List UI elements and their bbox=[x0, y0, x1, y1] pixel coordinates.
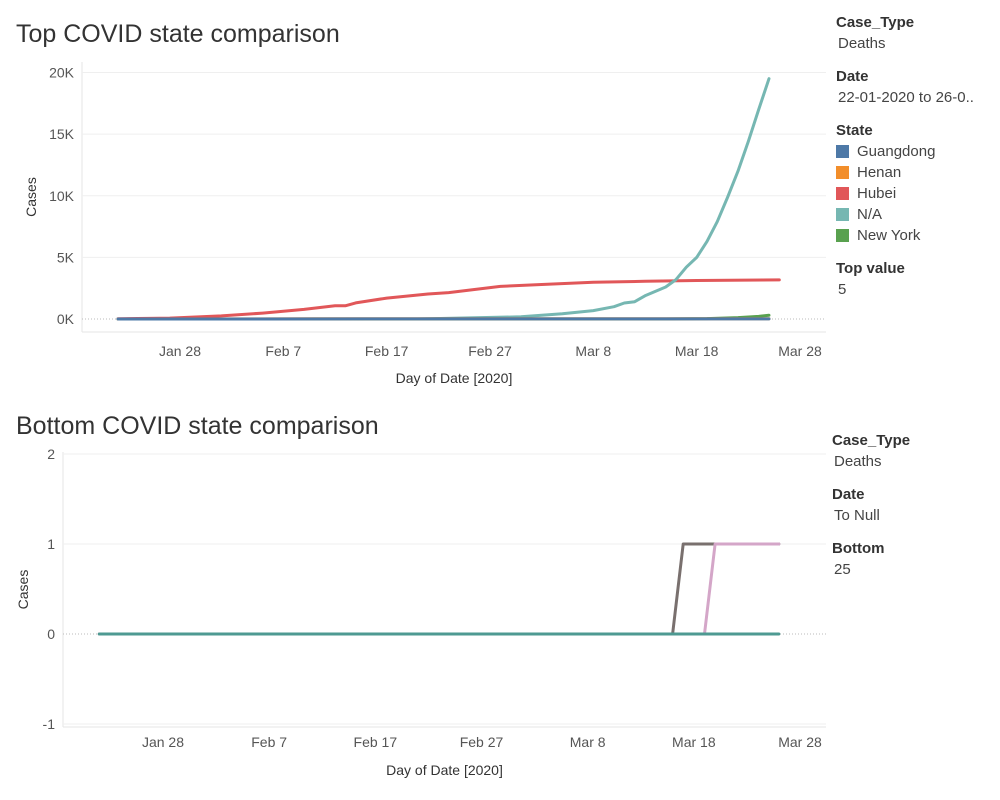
y-tick-label: 0K bbox=[57, 311, 75, 327]
y-tick-label: 15K bbox=[49, 126, 75, 142]
legend-swatch bbox=[836, 187, 849, 200]
y-tick-label: 5K bbox=[57, 249, 75, 265]
legend-item-hubei[interactable]: Hubei bbox=[836, 183, 996, 204]
legend-swatch bbox=[836, 145, 849, 158]
parameter-value: 25 bbox=[834, 561, 851, 578]
top-chart-panel: Top COVID state comparison 0K 5K 10K 15K 20K… bbox=[0, 0, 996, 400]
top-value-parameter[interactable]: Top value 5 bbox=[836, 258, 996, 300]
x-tick-label: Feb 27 bbox=[468, 343, 512, 359]
series-line-1 bbox=[97, 542, 781, 636]
x-axis-title: Day of Date [2020] bbox=[386, 762, 503, 778]
legend-label: N/A bbox=[857, 206, 883, 223]
filter-value: 22-01-2020 to 26-0.. bbox=[838, 89, 974, 106]
filter-title: Date bbox=[832, 486, 865, 503]
top-filter-sidebar: Case_Type Deaths Date 22-01-2020 to 26-0… bbox=[836, 12, 996, 312]
legend-label: Henan bbox=[857, 164, 902, 181]
legend-item-new-york[interactable]: New York bbox=[836, 225, 996, 246]
legend-item-guangdong[interactable]: Guangdong bbox=[836, 141, 996, 162]
bottom-chart-panel: Bottom COVID state comparison -1 0 1 2 Jan 2… bbox=[0, 400, 1000, 800]
filter-value: Deaths bbox=[834, 453, 882, 470]
filter-title: Date bbox=[836, 68, 869, 85]
x-tick-label: Mar 28 bbox=[778, 343, 822, 359]
y-tick-label: 10K bbox=[49, 188, 75, 204]
legend-label: Guangdong bbox=[857, 143, 936, 160]
top-date-filter[interactable]: Date 22-01-2020 to 26-0.. bbox=[836, 66, 996, 108]
filter-value: Deaths bbox=[838, 35, 886, 52]
top-case-type-filter[interactable]: Case_Type Deaths bbox=[836, 12, 996, 54]
parameter-title: Top value bbox=[836, 260, 905, 277]
y-tick-label: 1 bbox=[47, 536, 55, 552]
parameter-title: Bottom bbox=[832, 540, 885, 557]
bottom-line-chart[interactable]: -1 0 1 2 Jan 28 Feb 7 Feb 17 Feb 27 Mar 8 Mar 18 M… bbox=[0, 400, 830, 800]
x-tick-label: Mar 18 bbox=[675, 343, 719, 359]
series-line-hubei bbox=[116, 278, 781, 321]
x-tick-label: Mar 18 bbox=[672, 734, 716, 750]
y-tick-label: 20K bbox=[49, 65, 75, 81]
x-tick-label: Feb 27 bbox=[460, 734, 504, 750]
legend-item-henan[interactable]: Henan bbox=[836, 162, 996, 183]
x-tick-label: Feb 17 bbox=[365, 343, 409, 359]
top-chart-title: Top COVID state comparison bbox=[16, 20, 340, 48]
bottom-filter-sidebar: Case_Type Deaths Date To Null Bottom 25 bbox=[832, 430, 992, 592]
y-tick-label: 0 bbox=[47, 626, 55, 642]
x-tick-label: Mar 8 bbox=[570, 734, 606, 750]
y-tick-label: 2 bbox=[47, 446, 55, 462]
y-tick-label: -1 bbox=[43, 716, 56, 732]
legend-item-na[interactable]: N/A bbox=[836, 204, 996, 225]
legend-label: New York bbox=[857, 227, 921, 244]
bottom-case-type-filter[interactable]: Case_Type Deaths bbox=[832, 430, 992, 472]
legend-title: State bbox=[836, 122, 873, 139]
legend-label: Hubei bbox=[857, 185, 897, 202]
x-axis-title: Day of Date [2020] bbox=[396, 370, 513, 386]
x-tick-label: Feb 7 bbox=[251, 734, 287, 750]
x-tick-label: Jan 28 bbox=[159, 343, 201, 359]
bottom-count-parameter[interactable]: Bottom 25 bbox=[832, 538, 992, 580]
x-tick-label: Jan 28 bbox=[142, 734, 184, 750]
series-line-n-a bbox=[116, 77, 771, 321]
x-tick-label: Feb 7 bbox=[265, 343, 301, 359]
top-line-chart[interactable]: 0K 5K 10K 15K 20K Jan 28 Feb 7 Feb 17 Feb 27 Mar … bbox=[0, 0, 830, 400]
legend-swatch bbox=[836, 229, 849, 242]
filter-title: Case_Type bbox=[836, 14, 915, 31]
x-tick-label: Mar 28 bbox=[778, 734, 822, 750]
legend-swatch bbox=[836, 208, 849, 221]
bottom-date-filter[interactable]: Date To Null bbox=[832, 484, 992, 526]
legend-swatch bbox=[836, 166, 849, 179]
x-tick-label: Mar 8 bbox=[575, 343, 611, 359]
filter-title: Case_Type bbox=[832, 432, 911, 449]
y-axis-title: Cases bbox=[15, 570, 31, 610]
y-axis-title: Cases bbox=[23, 177, 39, 217]
filter-value: To Null bbox=[834, 507, 880, 524]
bottom-chart-title: Bottom COVID state comparison bbox=[16, 412, 379, 440]
parameter-value: 5 bbox=[838, 281, 847, 298]
x-tick-label: Feb 17 bbox=[354, 734, 398, 750]
state-legend: State Guangdong Henan Hubei N/A New York bbox=[836, 120, 996, 246]
